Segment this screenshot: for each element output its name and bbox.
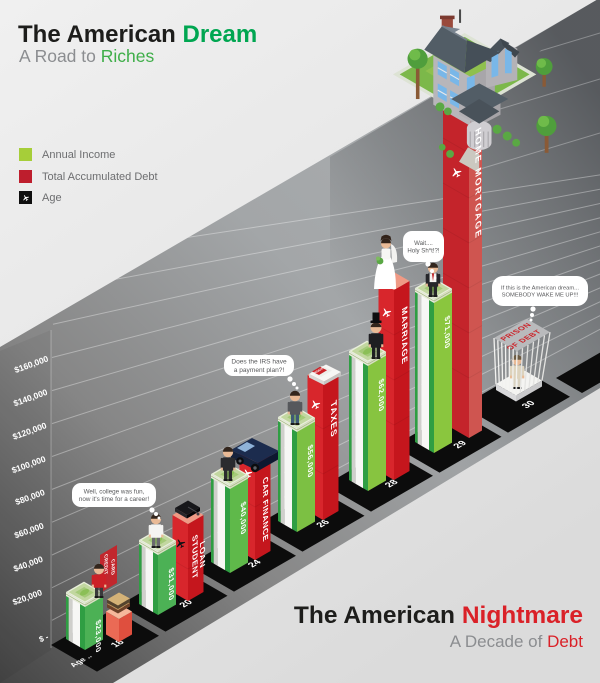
svg-text:Total Accumulated Debt: Total Accumulated Debt (42, 171, 158, 183)
svg-text:Well, college was fun,: Well, college was fun, (84, 488, 145, 495)
svg-text:HOME MORTGAGE: HOME MORTGAGE (473, 126, 483, 242)
svg-text:Does the IRS have: Does the IRS have (231, 359, 287, 366)
svg-text:CAR FINANCE: CAR FINANCE (261, 475, 270, 544)
svg-text:If this is the American dream.: If this is the American dream... (501, 285, 579, 291)
svg-text:MARRIAGE: MARRIAGE (400, 305, 409, 367)
svg-text:18: 18 (108, 638, 127, 649)
svg-text:$62,000: $62,000 (377, 377, 385, 414)
svg-text:$23,000: $23,000 (94, 618, 102, 655)
svg-text:The American Dream: The American Dream (18, 21, 257, 48)
svg-text:26: 26 (314, 518, 333, 529)
svg-text:24: 24 (245, 558, 264, 569)
svg-text:30: 30 (519, 399, 538, 410)
svg-text:$56,000: $56,000 (306, 443, 314, 480)
svg-text:now it's time for a career!: now it's time for a career! (79, 496, 149, 503)
svg-text:The American Nightmare: The American Nightmare (294, 602, 583, 629)
svg-text:CARD: CARD (110, 558, 115, 577)
svg-text:29: 29 (451, 439, 470, 450)
svg-text:URGENT: URGENT (310, 366, 327, 376)
svg-text:LOAN: LOAN (198, 539, 207, 570)
svg-text:CREDIT: CREDIT (103, 553, 108, 577)
svg-text:STUDENT: STUDENT (191, 533, 200, 582)
svg-text:Wait....: Wait.... (414, 240, 433, 247)
svg-text:a payment plan?!: a payment plan?! (234, 367, 285, 374)
svg-text:Age: Age (42, 192, 62, 204)
svg-text:SOMEBODY WAKE ME UP!!!: SOMEBODY WAKE ME UP!!! (502, 293, 579, 299)
svg-text:Holy Sh*t!?!: Holy Sh*t!?! (407, 248, 439, 255)
svg-text:A Road to Riches: A Road to Riches (19, 46, 154, 66)
svg-text:$71,000: $71,000 (443, 314, 451, 351)
svg-text:TAXES: TAXES (328, 399, 338, 440)
svg-text:20: 20 (177, 598, 196, 609)
svg-text:28: 28 (382, 478, 401, 489)
svg-text:Annual Income: Annual Income (42, 149, 115, 161)
svg-text:A Decade of Debt: A Decade of Debt (450, 632, 584, 651)
svg-text:$40,000: $40,000 (239, 500, 247, 537)
svg-text:$ -: $ - (38, 632, 50, 644)
svg-text:$31,000: $31,000 (167, 566, 175, 603)
